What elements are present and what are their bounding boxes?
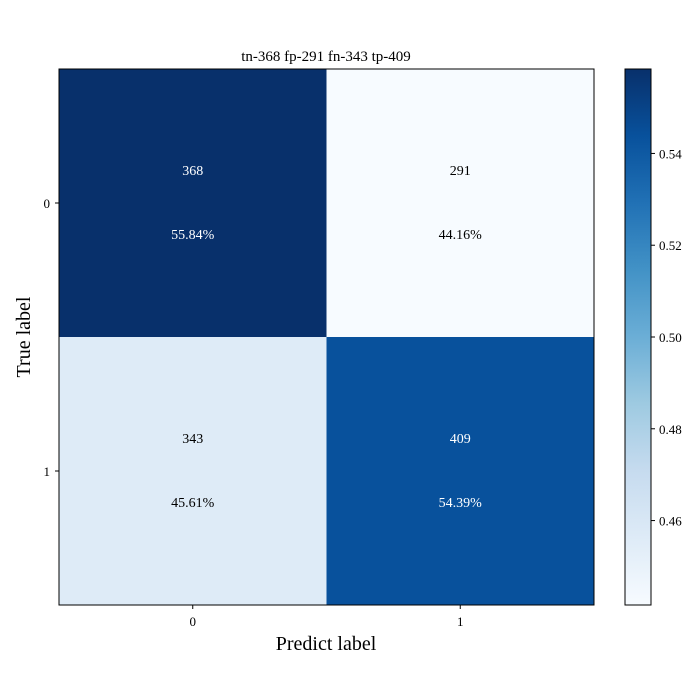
colorbar-tick-label: 0.54 bbox=[659, 146, 682, 161]
cell-count-r0-c0: 368 bbox=[182, 164, 203, 179]
y-axis-label: True label bbox=[13, 296, 35, 377]
x-axis-label: Predict label bbox=[276, 633, 377, 655]
y-tick-label: 0 bbox=[44, 196, 51, 211]
heatmap-cell-r0-c0 bbox=[59, 69, 327, 337]
cell-percent-r1-c1: 54.39% bbox=[439, 496, 483, 511]
cell-percent-r0-c0: 55.84% bbox=[171, 228, 215, 243]
cell-count-r1-c0: 343 bbox=[182, 432, 203, 447]
plot-frame bbox=[58, 68, 595, 606]
x-tick-label: 1 bbox=[457, 614, 464, 629]
colorbar-tick-label: 0.52 bbox=[659, 238, 682, 253]
cell-percent-r1-c0: 45.61% bbox=[171, 496, 215, 511]
heatmap-cells: 368 55.84% 291 44.16% 343 45.61% 409 54.39% bbox=[59, 69, 594, 605]
heatmap-cell-r0-c1 bbox=[326, 69, 594, 337]
y-tick-label: 1 bbox=[44, 464, 51, 479]
x-tick-label: 0 bbox=[190, 614, 197, 629]
colorbar-tick-label: 0.46 bbox=[659, 514, 682, 529]
cell-percent-r0-c1: 44.16% bbox=[439, 228, 483, 243]
y-axis: 01 bbox=[44, 196, 59, 479]
colorbar-tick-label: 0.48 bbox=[659, 422, 682, 437]
cell-count-r0-c1: 291 bbox=[450, 164, 471, 179]
heatmap-cell-r1-c0 bbox=[59, 337, 327, 605]
colorbar-tick-label: 0.50 bbox=[659, 330, 682, 345]
colorbar bbox=[624, 68, 652, 606]
cell-count-r1-c1: 409 bbox=[450, 432, 471, 447]
chart-title: tn-368 fp-291 fn-343 tp-409 bbox=[241, 49, 411, 65]
heatmap-cell-r1-c1 bbox=[326, 337, 594, 605]
colorbar-ticks: 0.46 0.48 0.50 0.52 0.54 bbox=[651, 146, 682, 529]
